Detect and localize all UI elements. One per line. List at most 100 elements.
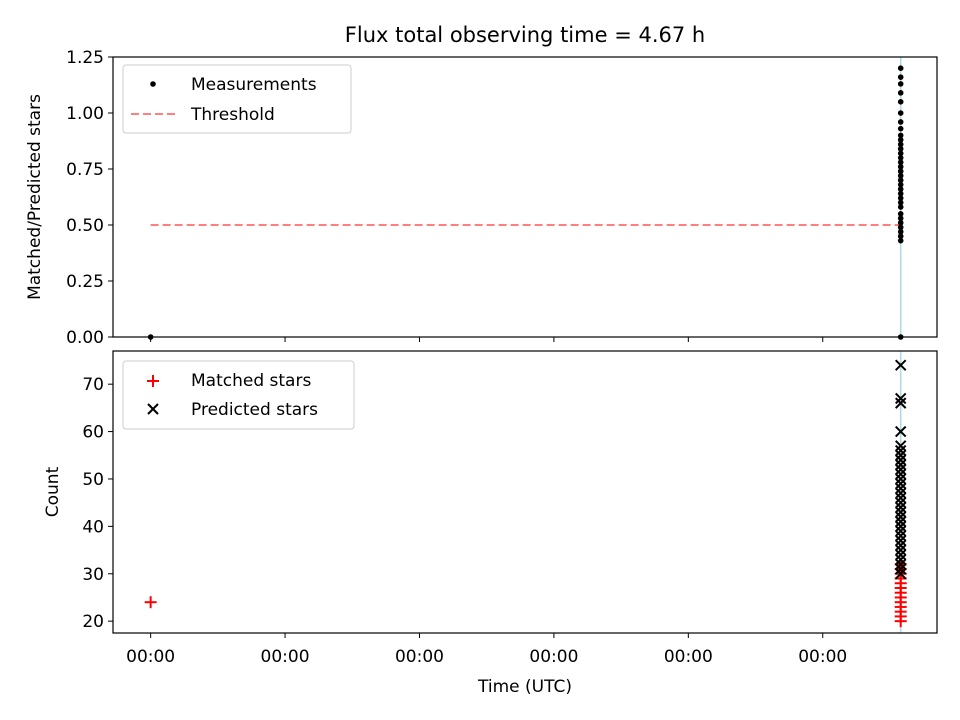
x-marker-b bbox=[894, 534, 907, 547]
y-tick-label: 0.25 bbox=[66, 272, 104, 292]
x-tick-label: 00:00 bbox=[529, 647, 578, 667]
predicted-star-point bbox=[894, 511, 907, 523]
bottom-y-ticks: 20 30 40 50 60 70 bbox=[82, 375, 113, 632]
predicted-star-point bbox=[894, 539, 907, 552]
predicted-star-point bbox=[894, 506, 907, 518]
y-tick-label: 40 bbox=[82, 517, 104, 537]
predicted-star-point bbox=[894, 459, 907, 471]
x-marker-b bbox=[894, 544, 907, 556]
measurement-point bbox=[897, 228, 904, 235]
measurement-point bbox=[897, 204, 904, 210]
bottom-x-ticks: 00:00 00:00 00:00 00:00 00:00 00:00 bbox=[126, 633, 847, 667]
predicted-star-point bbox=[894, 468, 907, 480]
measurement-point bbox=[897, 150, 904, 157]
x-marker-b bbox=[894, 477, 907, 490]
x-marker-b bbox=[894, 473, 907, 485]
x-tick-label: 00:00 bbox=[126, 647, 175, 667]
top-axes-frame bbox=[112, 56, 938, 338]
predicted-star-point bbox=[894, 463, 907, 476]
measurement-point bbox=[897, 219, 904, 226]
measurement-point bbox=[897, 163, 904, 170]
legend-plus-icon bbox=[147, 375, 159, 387]
predicted-star-point bbox=[894, 487, 907, 499]
x-marker-b bbox=[894, 563, 907, 575]
measurement-point bbox=[897, 74, 904, 80]
x-marker-b bbox=[894, 487, 907, 499]
bottom-y-axis-label: Count bbox=[43, 466, 63, 517]
measurement-point bbox=[897, 199, 904, 206]
x-marker-b bbox=[894, 463, 907, 476]
predicted-star-point bbox=[894, 359, 907, 371]
predicted-star-point bbox=[894, 501, 907, 514]
predicted-star-point bbox=[894, 558, 907, 570]
x-tick-label: 00:00 bbox=[261, 647, 310, 667]
y-tick-label: 20 bbox=[82, 612, 104, 632]
legend-label-measurements: Measurements bbox=[191, 75, 317, 95]
predicted-star-point bbox=[894, 473, 907, 485]
measurement-point bbox=[897, 215, 904, 222]
x-marker-b bbox=[894, 425, 907, 438]
x-marker-b bbox=[894, 549, 907, 561]
x-marker-b bbox=[894, 482, 907, 495]
predicted-star-point bbox=[894, 482, 907, 495]
predicted-star-point bbox=[894, 568, 907, 580]
bottom-axes-frame bbox=[112, 350, 938, 634]
x-marker-b bbox=[894, 539, 907, 552]
y-tick-label: 60 bbox=[82, 423, 104, 443]
measurement-point bbox=[897, 195, 904, 201]
x-marker-b bbox=[894, 444, 907, 457]
x-marker-b bbox=[894, 454, 907, 466]
predicted-star-point bbox=[894, 444, 907, 457]
y-tick-label: 0.75 bbox=[66, 160, 104, 180]
x-marker-b bbox=[894, 568, 907, 580]
measurement-point bbox=[897, 65, 904, 71]
y-tick-label: 0.00 bbox=[66, 328, 104, 348]
predicted-star-point bbox=[894, 563, 907, 575]
measurement-point bbox=[897, 186, 904, 192]
predicted-star-point bbox=[894, 525, 907, 537]
measurement-point bbox=[897, 110, 904, 116]
x-marker-b bbox=[894, 520, 907, 533]
y-tick-label: 1.00 bbox=[66, 104, 104, 124]
measurement-point bbox=[897, 155, 904, 161]
measurement-point bbox=[897, 90, 904, 96]
bottom-plot-marks bbox=[144, 351, 907, 633]
x-marker-b bbox=[894, 449, 907, 461]
bottom-legend-box bbox=[122, 360, 355, 430]
x-marker-b bbox=[894, 397, 907, 409]
measurement-point bbox=[897, 177, 904, 183]
x-marker-b bbox=[894, 553, 907, 566]
top-x-ticks bbox=[150, 337, 824, 342]
measurement-point bbox=[897, 99, 904, 105]
top-legend-box bbox=[122, 64, 352, 134]
predicted-star-point bbox=[894, 534, 907, 547]
x-marker-b bbox=[894, 468, 907, 480]
legend-label-threshold: Threshold bbox=[190, 105, 275, 125]
predicted-star-point bbox=[894, 515, 907, 528]
chart-title: Flux total observing time = 4.67 h bbox=[345, 23, 705, 47]
measurement-point bbox=[897, 146, 904, 152]
x-marker-b bbox=[894, 459, 907, 471]
x-marker-b bbox=[894, 506, 907, 518]
measurement-point bbox=[897, 125, 904, 132]
legend-label-matched-stars: Matched stars bbox=[191, 371, 311, 391]
x-marker-b bbox=[894, 359, 907, 371]
predicted-star-point bbox=[894, 530, 907, 542]
predicted-star-point bbox=[894, 397, 907, 409]
measurement-point bbox=[897, 190, 904, 197]
measurement-point bbox=[897, 224, 904, 231]
x-marker-b bbox=[894, 392, 907, 405]
legend-x-icon bbox=[147, 403, 159, 415]
predicted-star-point bbox=[894, 496, 907, 509]
x-marker-b bbox=[894, 492, 907, 504]
measurement-point bbox=[897, 181, 904, 188]
top-panel: Flux total observing time = 4.67 h 0.00 0… bbox=[25, 23, 938, 348]
measurement-point bbox=[897, 211, 904, 217]
x-marker-b bbox=[894, 515, 907, 528]
y-tick-label: 70 bbox=[82, 375, 104, 395]
top-y-axis-label: Matched/Predicted stars bbox=[25, 94, 45, 300]
bottom-legend: Matched stars Predicted stars bbox=[122, 360, 355, 430]
y-tick-label: 0.50 bbox=[66, 216, 104, 236]
predicted-star-point bbox=[894, 477, 907, 490]
y-tick-label: 1.25 bbox=[66, 48, 104, 68]
